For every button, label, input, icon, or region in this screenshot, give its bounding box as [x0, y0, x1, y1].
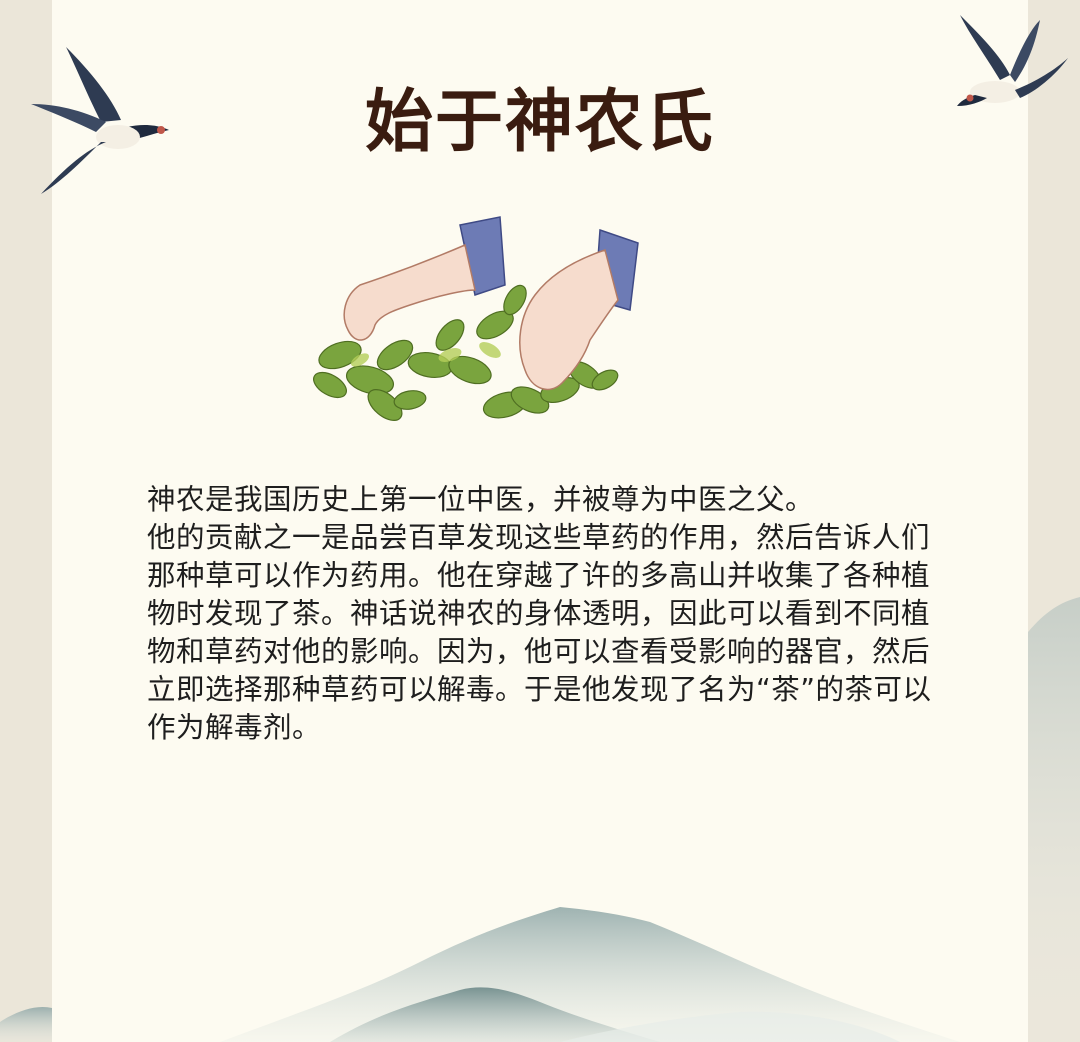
paper-background — [52, 0, 1028, 1042]
left-margin — [0, 0, 52, 1042]
paragraph-1: 神农是我国历史上第一位中医，并被尊为中医之父。 — [147, 483, 815, 516]
swallow-right-icon — [957, 15, 1068, 106]
paragraph-2: 他的贡献之一是品尝百草发现这些草药的作用，然后告诉人们那种草可以作为药用。他在穿… — [147, 521, 932, 744]
body-text: 神农是我国历史上第一位中医，并被尊为中医之父。 他的贡献之一是品尝百草发现这些草… — [147, 481, 937, 747]
page-title: 始于神农氏 — [364, 82, 715, 162]
mountains-illustration — [0, 597, 1080, 1042]
swallow-left-icon — [31, 47, 169, 194]
hands-picking-tea-illustration — [313, 216, 639, 421]
